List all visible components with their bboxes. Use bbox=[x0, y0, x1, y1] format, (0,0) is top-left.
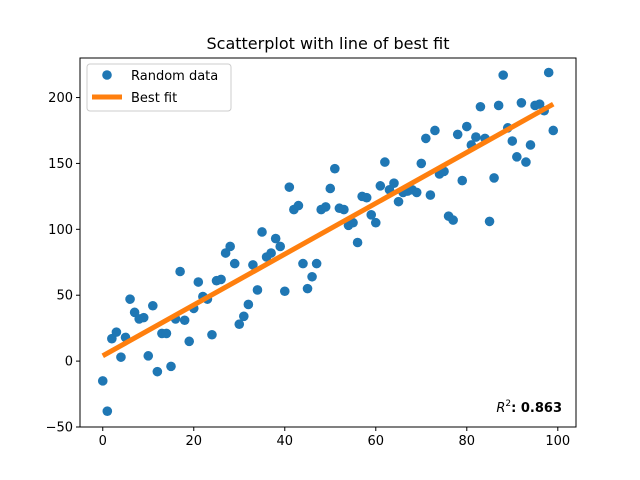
data-point bbox=[352, 237, 363, 248]
data-point bbox=[525, 140, 536, 150]
data-point bbox=[330, 163, 340, 174]
data-point bbox=[148, 300, 158, 311]
data-point bbox=[229, 258, 240, 269]
data-point bbox=[116, 352, 126, 362]
data-point bbox=[512, 152, 522, 162]
data-point bbox=[293, 200, 304, 211]
data-point bbox=[102, 406, 113, 416]
data-point bbox=[239, 311, 249, 322]
data-point bbox=[252, 285, 263, 295]
y-tick-label: 150 bbox=[48, 157, 73, 172]
legend-label: Best fit bbox=[131, 91, 177, 106]
data-point bbox=[452, 129, 463, 140]
data-point bbox=[302, 283, 313, 294]
data-point bbox=[325, 183, 336, 194]
data-point bbox=[416, 158, 427, 169]
data-point bbox=[484, 216, 495, 227]
data-point bbox=[370, 217, 381, 228]
data-point bbox=[279, 286, 290, 297]
legend: Random data Best fit bbox=[86, 63, 232, 112]
legend-label: Random data bbox=[131, 69, 218, 84]
data-point bbox=[138, 312, 149, 323]
data-point bbox=[498, 70, 508, 80]
data-point bbox=[266, 248, 276, 258]
data-point bbox=[166, 361, 176, 372]
data-point bbox=[448, 215, 458, 225]
data-point bbox=[548, 125, 559, 136]
y-tick-label: 50 bbox=[56, 289, 73, 304]
data-point bbox=[489, 173, 499, 183]
data-point bbox=[380, 157, 390, 167]
data-point bbox=[275, 241, 286, 252]
x-tick-label: 20 bbox=[185, 434, 202, 449]
x-tick-label: 100 bbox=[545, 434, 570, 449]
series-group bbox=[97, 67, 559, 416]
x-tick-label: 40 bbox=[276, 434, 293, 449]
data-point bbox=[311, 258, 322, 269]
data-point bbox=[243, 299, 254, 310]
r-squared-value: : 0.863 bbox=[511, 401, 562, 416]
data-point bbox=[389, 178, 399, 188]
y-tick-label: 200 bbox=[48, 91, 73, 106]
data-point bbox=[516, 98, 527, 108]
y-tick-label: 0 bbox=[65, 355, 73, 370]
x-tick-label: 0 bbox=[99, 434, 107, 449]
data-point bbox=[193, 277, 204, 287]
data-point bbox=[320, 202, 331, 212]
x-tick-label: 60 bbox=[368, 434, 385, 449]
data-point bbox=[225, 241, 235, 252]
data-point bbox=[475, 101, 486, 112]
data-point bbox=[521, 157, 531, 167]
data-point bbox=[161, 328, 172, 339]
data-point bbox=[339, 204, 349, 215]
data-point bbox=[507, 136, 518, 146]
y-tick-label: −50 bbox=[46, 421, 73, 436]
plot-area: 0 20 40 60 80 100 −50 0 50 100 150 200 Random data Be… bbox=[46, 57, 577, 449]
data-point bbox=[298, 258, 308, 269]
data-point bbox=[348, 217, 358, 228]
best-fit-line bbox=[101, 101, 555, 359]
data-point bbox=[179, 315, 190, 326]
r-squared-symbol: R bbox=[496, 401, 505, 416]
data-point bbox=[393, 196, 404, 207]
data-point bbox=[375, 181, 386, 191]
data-point bbox=[543, 67, 554, 78]
r-squared-annotation: R2: 0.863 bbox=[496, 399, 562, 416]
data-point bbox=[234, 319, 245, 330]
data-point bbox=[97, 376, 108, 386]
data-point bbox=[425, 190, 436, 200]
data-point bbox=[184, 336, 195, 347]
data-point bbox=[125, 294, 135, 304]
data-point bbox=[457, 175, 468, 186]
data-point bbox=[430, 125, 440, 136]
chart-title: Scatterplot with line of best fit bbox=[206, 34, 449, 53]
axes-frame bbox=[79, 57, 577, 428]
data-point bbox=[207, 329, 217, 340]
data-point bbox=[493, 100, 504, 111]
data-point bbox=[175, 266, 185, 277]
data-point bbox=[361, 192, 372, 203]
data-point bbox=[143, 351, 154, 361]
data-point bbox=[307, 271, 317, 282]
y-tick-label: 100 bbox=[48, 223, 73, 238]
data-point bbox=[111, 327, 122, 337]
r-squared-superscript: 2 bbox=[505, 399, 511, 409]
legend-box bbox=[86, 63, 232, 112]
data-point bbox=[411, 187, 422, 198]
data-point bbox=[461, 121, 472, 132]
data-point bbox=[248, 260, 258, 270]
data-point bbox=[270, 233, 281, 244]
x-tick-label: 80 bbox=[459, 434, 476, 449]
data-point bbox=[284, 182, 295, 192]
legend-marker bbox=[102, 70, 112, 80]
data-point bbox=[471, 132, 481, 142]
data-point bbox=[366, 210, 377, 220]
data-point bbox=[257, 227, 267, 237]
data-point bbox=[216, 274, 226, 285]
data-point bbox=[152, 366, 163, 377]
data-point bbox=[421, 133, 431, 144]
